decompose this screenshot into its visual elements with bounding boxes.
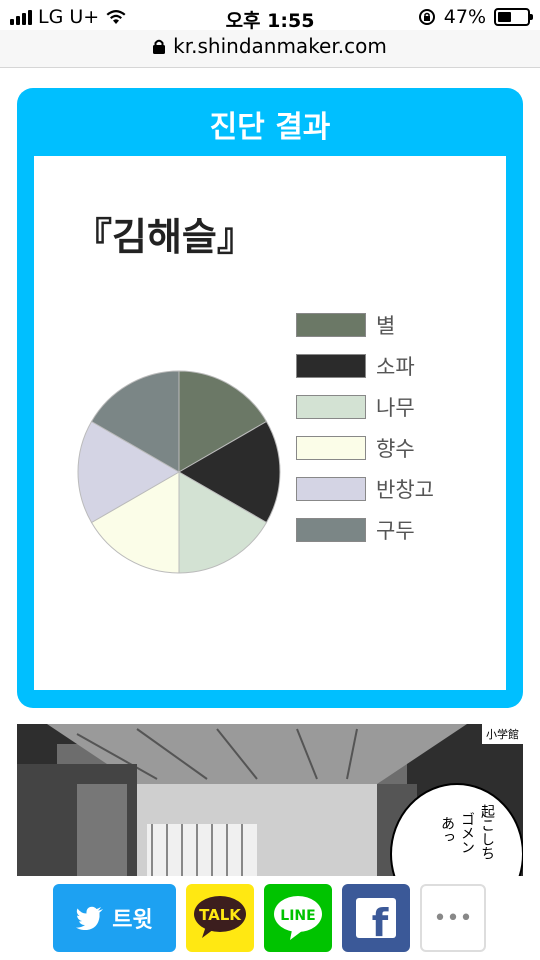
wifi-icon [106, 10, 126, 24]
battery-icon [494, 8, 533, 26]
kakao-label: TALK [199, 906, 242, 924]
more-dots-icon: ••• [433, 905, 473, 931]
legend-swatch [296, 517, 366, 542]
result-name: 『김해슬』 [74, 215, 255, 259]
more-share-button[interactable]: ••• [420, 884, 486, 952]
card-title: 진단 결과 [209, 110, 331, 145]
share-bar: 트윗 TALK LINE f ••• [0, 876, 540, 960]
legend-item: 나무 [296, 386, 434, 427]
legend-label: 구두 [376, 518, 415, 543]
twitter-bird-icon [76, 906, 104, 930]
legend-item: 별 [296, 304, 434, 345]
carrier-label: LG U+ [38, 6, 100, 28]
kakaotalk-button[interactable]: TALK [186, 884, 254, 952]
manga-illustration: あっ ゴメン 起こしち [17, 724, 523, 876]
legend-swatch [296, 312, 366, 337]
svg-text:ゴメン: ゴメン [459, 812, 475, 854]
lock-icon [153, 39, 166, 54]
battery-percent: 47% [443, 6, 486, 28]
legend-swatch [296, 435, 366, 460]
facebook-button[interactable]: f [342, 884, 410, 952]
legend-label: 향수 [376, 436, 415, 461]
tweet-label: 트윗 [112, 908, 153, 933]
tweet-button[interactable]: 트윗 [53, 884, 176, 952]
facebook-icon: f [356, 898, 396, 938]
pie-chart [77, 370, 281, 574]
legend-item: 구두 [296, 509, 434, 550]
pie-slice-5 [77, 420, 181, 524]
svg-text:起こしち: 起こしち [479, 804, 495, 860]
legend-swatch [296, 353, 366, 378]
facebook-label: f [372, 901, 389, 938]
rotation-lock-icon [418, 9, 435, 25]
legend-label: 반창고 [376, 477, 434, 502]
legend-item: 향수 [296, 427, 434, 468]
legend-label: 소파 [376, 354, 415, 379]
kakaotalk-icon: TALK [194, 896, 246, 938]
svg-text:あっ: あっ [439, 816, 455, 844]
line-icon: LINE [274, 896, 322, 940]
url-text: kr.shindanmaker.com [173, 34, 387, 58]
status-bar: LG U+ 오후 1:55 47% [0, 0, 540, 36]
signal-icon [10, 9, 32, 25]
pie-slice-6 [90, 370, 180, 473]
pie-slice-1 [178, 370, 268, 473]
clock: 오후 1:55 [225, 10, 315, 32]
pie-slice-3 [178, 471, 268, 574]
pie-slice-4 [90, 471, 180, 574]
legend-item: 소파 [296, 345, 434, 386]
legend-swatch [296, 476, 366, 501]
manga-ad-image[interactable]: あっ ゴメン 起こしち 小学館 [17, 724, 523, 876]
line-button[interactable]: LINE [264, 884, 332, 952]
pie-slice-2 [177, 420, 281, 524]
legend-swatch [296, 394, 366, 419]
address-bar[interactable]: kr.shindanmaker.com [0, 30, 540, 68]
legend-item: 반창고 [296, 468, 434, 509]
legend-label: 별 [376, 313, 396, 338]
publisher-tag: 小学館 [482, 724, 523, 744]
line-label: LINE [280, 908, 315, 924]
legend-label: 나무 [376, 395, 415, 420]
